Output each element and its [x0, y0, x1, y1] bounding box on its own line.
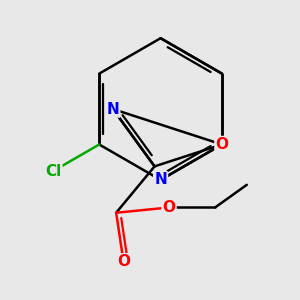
Text: O: O — [117, 254, 130, 269]
Text: N: N — [154, 172, 167, 188]
Text: O: O — [163, 200, 176, 215]
Text: Cl: Cl — [45, 164, 61, 178]
Text: O: O — [215, 137, 228, 152]
Text: N: N — [106, 102, 119, 117]
